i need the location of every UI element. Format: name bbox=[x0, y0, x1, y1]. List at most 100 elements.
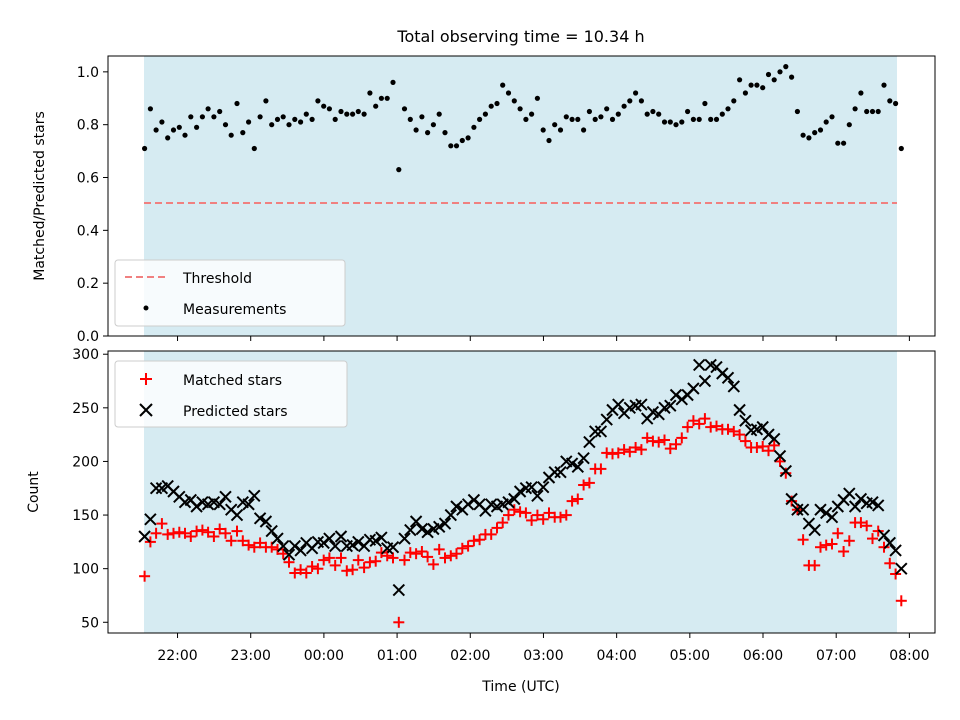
predicted-star-stroke bbox=[733, 403, 746, 417]
predicted-star-stroke bbox=[687, 382, 700, 395]
predicted-star-point bbox=[733, 403, 746, 417]
predicted-star-stroke bbox=[548, 465, 561, 479]
measurement-point bbox=[627, 98, 633, 104]
measurement-point bbox=[170, 127, 177, 133]
bottom-x-tick-label: 03:00 bbox=[523, 648, 563, 664]
predicted-star-point bbox=[508, 492, 521, 506]
predicted-star-stroke bbox=[692, 358, 706, 372]
predicted-star-stroke bbox=[300, 536, 313, 550]
measurement-point bbox=[413, 127, 419, 133]
predicted-star-stroke bbox=[271, 532, 284, 545]
predicted-star-stroke bbox=[398, 532, 411, 545]
matched-star-point bbox=[514, 506, 526, 518]
predicted-star-stroke bbox=[432, 520, 446, 534]
bottom-x-tick-label: 01:00 bbox=[377, 648, 417, 664]
matched-star-point bbox=[641, 432, 653, 444]
measurement-point bbox=[280, 114, 286, 120]
predicted-star-stroke bbox=[871, 499, 885, 512]
predicted-star-stroke bbox=[138, 530, 151, 543]
measurement-point bbox=[534, 95, 541, 101]
predicted-star-point bbox=[398, 532, 411, 545]
matched-star-point bbox=[139, 570, 151, 582]
measurement-point bbox=[708, 116, 714, 122]
predicted-star-point bbox=[635, 398, 648, 411]
predicted-star-point bbox=[536, 480, 550, 494]
measurement-point bbox=[719, 111, 725, 117]
predicted-star-stroke bbox=[196, 495, 209, 509]
predicted-star-stroke bbox=[577, 451, 590, 465]
matched-star-point bbox=[451, 548, 462, 560]
measurement-point bbox=[823, 119, 829, 125]
matched-star-point bbox=[826, 538, 838, 550]
predicted-star-stroke bbox=[796, 503, 810, 516]
measurement-point bbox=[217, 108, 223, 115]
predicted-star-stroke bbox=[866, 495, 879, 509]
matched-star-point bbox=[462, 540, 474, 552]
predicted-star-point bbox=[565, 457, 579, 470]
measurement-point bbox=[430, 122, 436, 128]
matched-star-point bbox=[843, 535, 855, 547]
matched-star-point bbox=[497, 517, 509, 529]
predicted-star-point bbox=[825, 510, 839, 524]
measurement-point bbox=[685, 108, 691, 115]
matched-star-point bbox=[416, 546, 428, 557]
predicted-star-point bbox=[756, 420, 769, 434]
measurement-point bbox=[205, 106, 211, 112]
measurement-point bbox=[696, 116, 702, 122]
measurement-point bbox=[667, 119, 673, 125]
predicted-star-point bbox=[773, 449, 787, 463]
predicted-star-stroke bbox=[386, 540, 400, 554]
matched-star-point bbox=[832, 527, 844, 539]
matched-star-point bbox=[300, 567, 312, 579]
measurement-point bbox=[240, 130, 246, 136]
predicted-star-stroke bbox=[352, 535, 365, 549]
matched-star-point bbox=[838, 546, 850, 557]
matched-star-point bbox=[445, 550, 457, 562]
measurement-point bbox=[765, 71, 772, 78]
predicted-star-stroke bbox=[149, 481, 163, 495]
measurement-point bbox=[794, 108, 801, 115]
predicted-star-point bbox=[785, 492, 798, 506]
predicted-star-stroke bbox=[808, 523, 821, 537]
predicted-star-stroke bbox=[219, 490, 232, 504]
measurement-point bbox=[621, 103, 627, 109]
matched-star-point bbox=[503, 509, 514, 521]
predicted-star-point bbox=[328, 539, 342, 553]
measurement-point bbox=[344, 111, 350, 117]
bottom-x-tick-label: 08:00 bbox=[889, 648, 929, 664]
bottom-legend: Matched stars Predicted stars bbox=[114, 360, 348, 428]
measurement-point bbox=[384, 95, 390, 101]
matched-star-point bbox=[768, 439, 780, 451]
predicted-star-stroke bbox=[791, 503, 804, 516]
matched-star-point bbox=[185, 531, 197, 542]
predicted-star-stroke bbox=[889, 544, 902, 557]
measurement-point bbox=[552, 122, 558, 128]
top-y-tick-label: 0.6 bbox=[77, 171, 99, 187]
measurement-point bbox=[742, 90, 749, 96]
matched-star-point bbox=[243, 539, 255, 551]
predicted-star-point bbox=[843, 487, 856, 500]
predicted-star-stroke bbox=[369, 534, 382, 548]
predicted-star-stroke bbox=[207, 495, 221, 509]
top-axes-frame bbox=[107, 55, 936, 337]
measurement-point bbox=[159, 119, 165, 125]
matched-star-point bbox=[682, 421, 694, 433]
predicted-star-stroke bbox=[392, 583, 406, 597]
bottom-y-axis-label: Count bbox=[26, 471, 42, 513]
predicted-star-point bbox=[288, 539, 302, 553]
measurement-point bbox=[228, 132, 234, 138]
predicted-star-point bbox=[854, 492, 868, 506]
top-legend: Threshold Measurements bbox=[114, 259, 346, 327]
predicted-star-stroke bbox=[843, 487, 856, 500]
predicted-star-stroke bbox=[415, 522, 429, 536]
matched-star-point bbox=[618, 444, 630, 456]
measurement-point bbox=[188, 114, 194, 120]
predicted-star-point bbox=[767, 432, 781, 446]
measurement-point bbox=[529, 111, 535, 117]
measurement-point bbox=[841, 140, 847, 146]
predicted-star-point bbox=[814, 503, 827, 516]
matched-star-point bbox=[867, 533, 878, 545]
top-y-tick-label: 0.0 bbox=[77, 329, 99, 345]
measurement-point bbox=[211, 114, 217, 120]
